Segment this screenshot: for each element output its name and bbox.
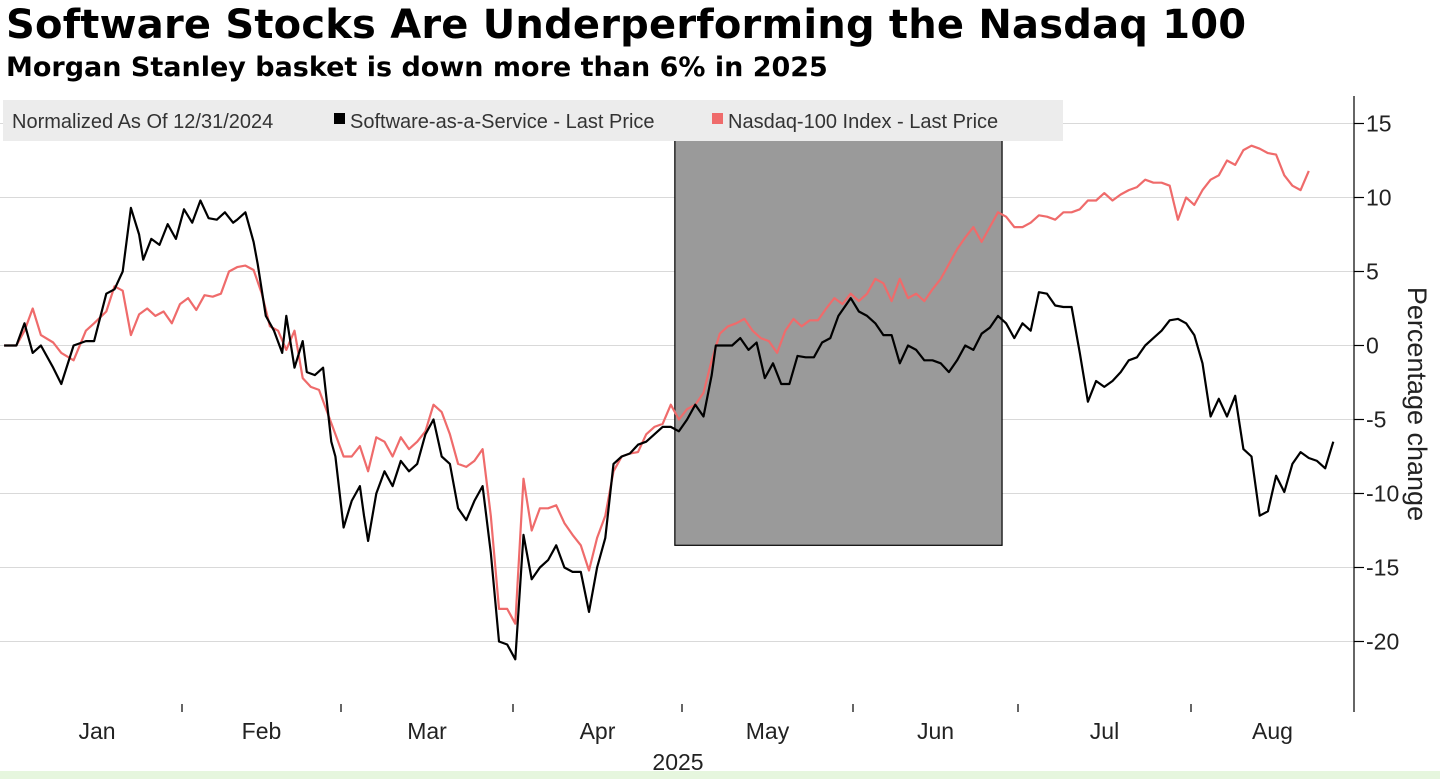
y-axis-label: Percentage change bbox=[1402, 287, 1432, 521]
y-tick-label-7: -20 bbox=[1366, 629, 1399, 655]
y-tick-label-6: -15 bbox=[1366, 555, 1399, 581]
y-tick-label-5: -10 bbox=[1366, 481, 1399, 507]
legend-label-nasdaq: Nasdaq-100 Index - Last Price bbox=[728, 111, 998, 133]
legend-title: Normalized As Of 12/31/2024 bbox=[12, 111, 273, 133]
legend: Normalized As Of 12/31/2024 Software-as-… bbox=[3, 100, 1063, 141]
y-tick-label-2: 5 bbox=[1366, 259, 1379, 285]
highlight-region bbox=[674, 115, 1003, 546]
x-tick-label-mar: Mar bbox=[407, 718, 447, 744]
bottom-band bbox=[0, 771, 1440, 779]
legend-label-saas: Software-as-a-Service - Last Price bbox=[350, 111, 655, 133]
x-tick-label-may: May bbox=[746, 718, 790, 744]
chart-subtitle: Morgan Stanley basket is down more than … bbox=[6, 52, 828, 83]
x-axis-ticks: Jan Feb Mar Apr May Jun Jul Aug bbox=[78, 704, 1293, 744]
y-tick-label-1: 10 bbox=[1366, 185, 1392, 211]
legend-box bbox=[3, 100, 1063, 141]
y-tick-label-3: 0 bbox=[1366, 333, 1379, 359]
x-axis-label: 2025 bbox=[652, 749, 703, 775]
y-tick-label-4: -5 bbox=[1366, 407, 1386, 433]
x-tick-label-jan: Jan bbox=[78, 718, 115, 744]
x-tick-label-feb: Feb bbox=[242, 718, 282, 744]
chart-title: Software Stocks Are Underperforming the … bbox=[6, 2, 1247, 48]
x-tick-label-jun: Jun bbox=[917, 718, 954, 744]
series-line-nasdaq bbox=[4, 144, 1310, 625]
x-tick-label-aug: Aug bbox=[1252, 718, 1293, 744]
y-tick-label-0: 15 bbox=[1366, 111, 1392, 137]
x-tick-label-jul: Jul bbox=[1090, 718, 1119, 744]
y-axis-ticks: 15 10 5 0 -5 -10 -15 -20 bbox=[1354, 111, 1399, 655]
series-lines bbox=[4, 144, 1335, 661]
series-line-saas bbox=[4, 199, 1335, 661]
legend-swatch-nasdaq bbox=[712, 113, 723, 124]
legend-swatch-saas bbox=[334, 113, 345, 124]
x-tick-label-apr: Apr bbox=[580, 718, 616, 744]
